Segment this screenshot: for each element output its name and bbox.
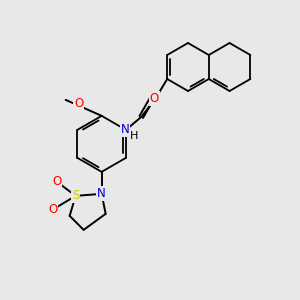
Text: S: S [72,189,79,203]
Text: O: O [150,92,159,105]
Text: O: O [52,176,61,188]
Text: O: O [48,203,57,216]
Text: O: O [74,98,83,110]
Text: N: N [121,123,129,136]
Text: H: H [130,131,138,141]
Text: N: N [97,188,106,200]
